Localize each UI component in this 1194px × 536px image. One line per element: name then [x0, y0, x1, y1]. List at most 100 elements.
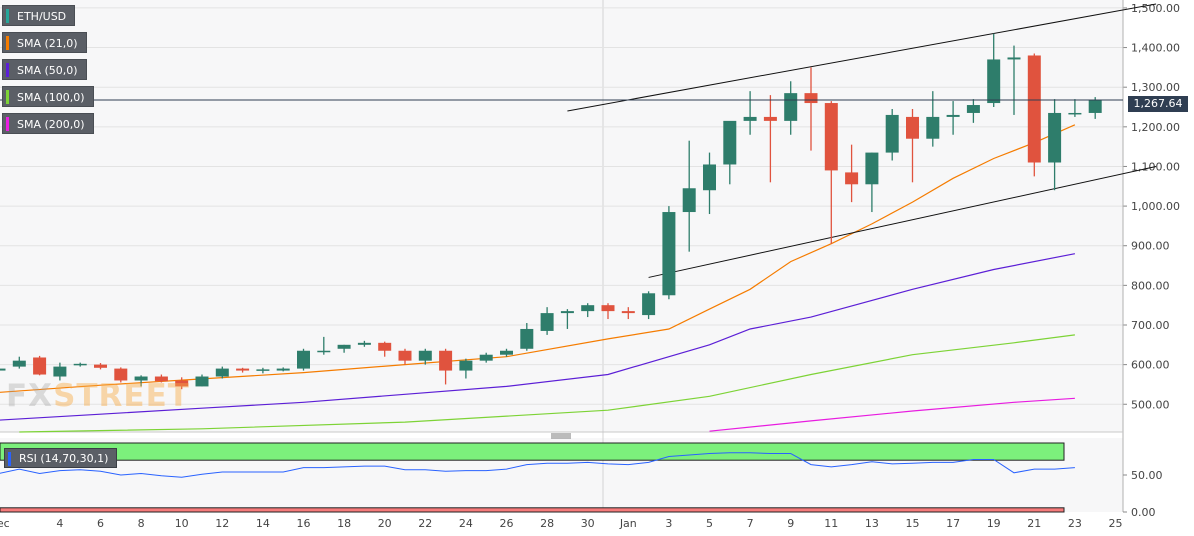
candle-body [824, 103, 838, 171]
candle-body [642, 293, 656, 316]
candle-body [236, 368, 250, 371]
rsi-legend[interactable]: RSI (14,70,30,1) [4, 448, 118, 468]
candle [134, 375, 148, 387]
watermark-street: STREET [53, 378, 190, 414]
candle [0, 368, 6, 371]
candle-body [297, 350, 310, 369]
x-tick-label: 13 [865, 517, 879, 530]
candle [1007, 45, 1021, 115]
candle [885, 108, 899, 161]
candle [1088, 97, 1102, 119]
candle-body [276, 368, 290, 371]
candle-body [175, 380, 189, 387]
fxstreet-watermark: FXSTREET [6, 378, 190, 414]
candle [418, 348, 432, 365]
candle-body [33, 357, 47, 375]
candle [398, 348, 412, 365]
candle-body [256, 369, 270, 371]
sma-line-100 [19, 334, 1075, 433]
x-tick-label: 7 [747, 517, 754, 530]
y-tick-label: 1,000.00 [1131, 200, 1180, 213]
candle-body [94, 364, 107, 368]
legend-swatch-sma200 [6, 117, 9, 131]
candle-body [987, 59, 1001, 104]
legend-label-ethusd: ETH/USD [17, 10, 67, 23]
candle [94, 363, 107, 370]
rsi-tick-label: 0.00 [1131, 506, 1156, 519]
candle-body [337, 344, 351, 349]
candle [987, 33, 1001, 108]
candle-body [682, 188, 696, 213]
candle [763, 95, 777, 183]
x-tick-label: 10 [175, 517, 189, 530]
candle-body [0, 368, 6, 371]
candle [12, 356, 26, 369]
x-tick-label: 9 [787, 517, 794, 530]
candle-body [540, 313, 554, 331]
trendline [567, 3, 1157, 112]
rsi-oversold-zone [0, 507, 1065, 513]
legend-item-sma100[interactable]: SMA (100,0) [2, 86, 94, 107]
candle [297, 348, 310, 371]
candle-body [723, 120, 737, 165]
legend-item-sma50[interactable]: SMA (50,0) [2, 59, 87, 80]
y-tick-label: 1,500.00 [1131, 2, 1180, 15]
candle [236, 367, 250, 373]
candle [946, 101, 960, 135]
x-tick-label: 12 [215, 517, 229, 530]
candle [439, 348, 453, 385]
trendline [648, 165, 1157, 278]
candle [865, 152, 879, 213]
candle-body [378, 342, 392, 351]
x-tick-label: 23 [1068, 517, 1082, 530]
y-tick-label: 1,400.00 [1131, 42, 1180, 55]
y-tick-label: 700.00 [1131, 319, 1170, 332]
candle [73, 362, 87, 367]
legend-swatch-sma50 [6, 63, 9, 77]
candle [621, 307, 635, 320]
sma-line-200 [709, 397, 1075, 432]
candle [479, 352, 493, 363]
candle-body [195, 376, 209, 387]
x-tick-label: 20 [378, 517, 392, 530]
candle [906, 108, 919, 183]
legend-item-sma200[interactable]: SMA (200,0) [2, 113, 94, 134]
x-tick-label: 11 [824, 517, 838, 530]
candle-body [418, 350, 432, 361]
x-tick-label: Jan [619, 517, 637, 530]
candle [845, 144, 859, 203]
legend-swatch-ethusd [6, 9, 9, 23]
candle-body [398, 350, 412, 361]
candle-body [215, 368, 229, 377]
x-tick-label: 30 [581, 517, 595, 530]
candle [459, 358, 473, 379]
candle-body [73, 363, 87, 366]
candle [966, 99, 980, 123]
candle [662, 206, 676, 300]
candle-body [621, 311, 635, 314]
x-tick-label: 22 [418, 517, 432, 530]
y-tick-label: 1,200.00 [1131, 121, 1180, 134]
candle [1027, 53, 1041, 177]
rsi-tick-label: 50.00 [1131, 469, 1163, 482]
candle [581, 303, 595, 318]
candle-body [1068, 112, 1082, 115]
x-tick-label: 4 [56, 517, 63, 530]
candle-body [12, 360, 26, 367]
candle-body [357, 342, 371, 345]
y-tick-label: 600.00 [1131, 359, 1170, 372]
candle-body [1088, 99, 1102, 113]
candle-body [581, 305, 595, 312]
candle-body [845, 172, 859, 185]
candle [378, 341, 392, 357]
x-tick-label: Dec [0, 517, 10, 530]
x-tick-label: 28 [540, 517, 554, 530]
candle-body [804, 93, 818, 104]
candle [357, 340, 371, 347]
legend-item-ethusd[interactable]: ETH/USD [2, 5, 76, 26]
rsi-overbought-zone [0, 442, 1065, 461]
candle [520, 323, 534, 351]
y-tick-label: 500.00 [1131, 398, 1170, 411]
legend-item-sma21[interactable]: SMA (21,0) [2, 32, 87, 53]
